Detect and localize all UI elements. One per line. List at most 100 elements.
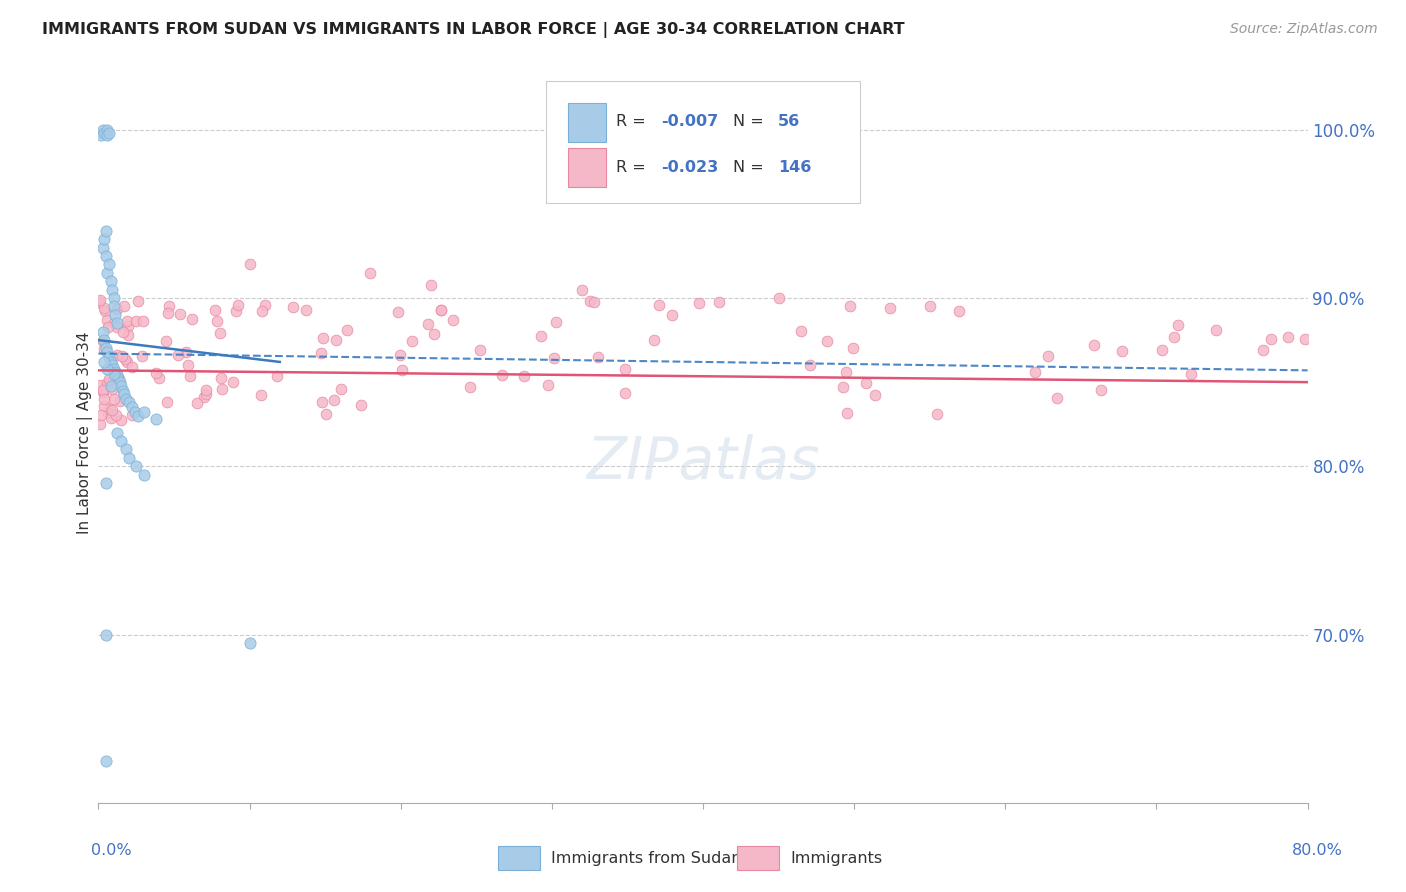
- Point: [93, 301, 115, 315]
- Point: [536, 378, 558, 392]
- Point: [132, 405, 155, 419]
- Point: [90, 408, 112, 422]
- Point: [918, 300, 941, 314]
- Point: [1111, 343, 1133, 358]
- Text: 56: 56: [778, 114, 800, 129]
- Point: [799, 359, 821, 373]
- Point: [707, 295, 730, 310]
- Text: 146: 146: [778, 160, 811, 175]
- Point: [839, 300, 862, 314]
- Point: [108, 393, 131, 408]
- Text: R =: R =: [616, 160, 651, 175]
- Point: [121, 401, 143, 415]
- Point: [1167, 318, 1189, 332]
- Point: [103, 316, 125, 330]
- Point: [121, 359, 143, 374]
- Point: [101, 382, 124, 396]
- Point: [103, 291, 125, 305]
- Point: [91, 241, 114, 255]
- Point: [105, 368, 128, 383]
- Text: Source: ZipAtlas.com: Source: ZipAtlas.com: [1230, 22, 1378, 37]
- Point: [948, 303, 970, 318]
- Point: [529, 329, 551, 343]
- Point: [1090, 384, 1112, 398]
- Point: [105, 408, 128, 422]
- Point: [91, 122, 114, 136]
- Point: [112, 299, 135, 313]
- Point: [91, 384, 114, 399]
- Point: [91, 383, 114, 397]
- Point: [423, 327, 446, 342]
- Point: [104, 308, 127, 322]
- Point: [543, 351, 565, 365]
- Point: [312, 331, 335, 345]
- Point: [222, 375, 245, 389]
- Point: [132, 467, 155, 482]
- Point: [98, 257, 121, 271]
- Point: [101, 359, 124, 373]
- Point: [98, 350, 121, 364]
- Point: [167, 348, 190, 362]
- Point: [127, 294, 149, 309]
- Text: ZIPatlas: ZIPatlas: [586, 434, 820, 491]
- Point: [179, 369, 201, 384]
- Point: [250, 304, 273, 318]
- Point: [96, 122, 118, 136]
- Text: 0.0%: 0.0%: [91, 843, 132, 858]
- Point: [114, 392, 136, 406]
- Point: [335, 323, 357, 337]
- Point: [93, 392, 115, 406]
- Point: [118, 450, 141, 465]
- Point: [586, 350, 609, 364]
- Point: [614, 362, 637, 376]
- Point: [98, 372, 121, 386]
- Point: [209, 371, 232, 385]
- Point: [96, 312, 118, 326]
- Point: [789, 324, 811, 338]
- Point: [93, 400, 115, 414]
- Point: [194, 383, 217, 397]
- Point: [112, 387, 135, 401]
- Point: [89, 417, 111, 431]
- Point: [249, 388, 271, 402]
- Point: [131, 349, 153, 363]
- Point: [96, 344, 118, 359]
- Point: [1260, 332, 1282, 346]
- Point: [835, 365, 858, 379]
- Point: [156, 306, 179, 320]
- Point: [117, 319, 139, 334]
- Point: [311, 395, 333, 409]
- Point: [186, 396, 208, 410]
- Point: [100, 378, 122, 392]
- Point: [148, 370, 170, 384]
- Point: [430, 302, 453, 317]
- Point: [94, 627, 117, 641]
- Point: [105, 316, 128, 330]
- Point: [105, 348, 128, 362]
- Point: [208, 326, 231, 340]
- Point: [100, 274, 122, 288]
- Point: [101, 283, 124, 297]
- Point: [193, 390, 215, 404]
- Point: [815, 334, 838, 349]
- Point: [110, 413, 132, 427]
- Point: [90, 128, 112, 142]
- Point: [93, 333, 115, 347]
- Point: [325, 333, 347, 347]
- Point: [925, 407, 948, 421]
- Point: [388, 349, 411, 363]
- Point: [103, 361, 125, 376]
- Point: [295, 303, 318, 318]
- Point: [115, 314, 138, 328]
- Point: [239, 636, 262, 650]
- Point: [107, 372, 129, 386]
- Point: [583, 294, 606, 309]
- Point: [1036, 349, 1059, 363]
- Point: [93, 126, 115, 140]
- Point: [311, 346, 333, 360]
- Point: [211, 382, 233, 396]
- Point: [118, 395, 141, 409]
- Point: [93, 232, 115, 246]
- Point: [571, 283, 593, 297]
- Point: [96, 376, 118, 391]
